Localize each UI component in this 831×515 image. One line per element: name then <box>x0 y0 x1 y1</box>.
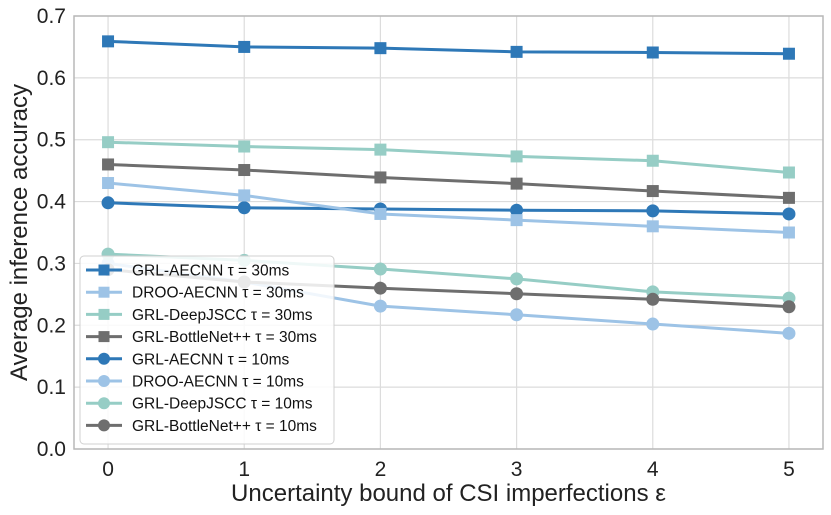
y-tick-label: 0.7 <box>37 5 66 28</box>
x-axis-label: Uncertainty bound of CSI imperfections ε <box>231 480 666 507</box>
data-point <box>102 177 115 190</box>
series-3 <box>102 158 795 204</box>
legend-item: GRL-AECNN τ = 10ms <box>86 351 290 368</box>
data-point <box>374 42 387 55</box>
legend-label: GRL-DeepJSCC τ = 10ms <box>132 396 313 413</box>
y-tick-label: 0.3 <box>37 252 66 275</box>
data-point <box>510 287 524 301</box>
legend-item: DROO-AECNN τ = 10ms <box>86 374 304 391</box>
legend-label: GRL-DeepJSCC τ = 30ms <box>132 307 313 324</box>
data-point <box>782 191 795 204</box>
plot-frame <box>73 15 824 450</box>
y-axis-ticks: 0.0 0.1 0.2 0.3 0.4 0.5 0.6 0.7 <box>37 5 67 461</box>
data-point <box>373 262 387 276</box>
data-point <box>510 308 524 322</box>
data-point <box>374 171 387 184</box>
data-point <box>646 220 659 233</box>
legend-item: GRL-DeepJSCC τ = 30ms <box>86 307 313 324</box>
legend-label: DROO-AECNN τ = 10ms <box>132 374 304 391</box>
series-4 <box>101 196 796 221</box>
series-line <box>107 162 790 200</box>
data-point <box>646 185 659 198</box>
x-tick-label: 3 <box>511 458 523 481</box>
legend-label: GRL-BottleNet++ τ = 30ms <box>132 329 317 346</box>
x-tick-label: 4 <box>647 458 659 481</box>
legend-item: GRL-BottleNet++ τ = 30ms <box>86 329 317 346</box>
data-point <box>374 207 387 220</box>
series-line <box>107 201 789 216</box>
legend-marker <box>98 331 110 343</box>
data-point <box>782 47 795 60</box>
legend-box <box>79 255 335 445</box>
data-point <box>510 272 524 286</box>
y-tick-label: 0.0 <box>37 438 66 461</box>
legend: GRL-AECNN τ = 30ms DROO-AECNN τ = 30ms GRL… <box>79 255 335 445</box>
data-point <box>510 203 524 217</box>
series-line <box>107 181 790 234</box>
data-point <box>646 204 660 218</box>
legend-label: GRL-AECNN τ = 10ms <box>132 351 290 368</box>
y-tick-label: 0.5 <box>37 129 66 152</box>
data-point <box>238 140 251 153</box>
legend-label: GRL-AECNN τ = 30ms <box>132 263 290 280</box>
data-point <box>510 214 523 227</box>
data-point <box>510 45 523 58</box>
data-point <box>238 189 251 202</box>
x-axis-ticks: 0 1 2 3 4 5 <box>102 458 795 481</box>
data-point <box>102 158 115 171</box>
legend-label: GRL-BottleNet++ τ = 10ms <box>132 418 317 435</box>
legend-marker <box>98 264 110 276</box>
legend-item: GRL-BottleNet++ τ = 10ms <box>86 418 317 435</box>
legend-label: DROO-AECNN τ = 30ms <box>132 285 304 302</box>
data-point <box>782 226 795 239</box>
data-point <box>510 150 523 163</box>
data-point <box>102 136 115 149</box>
data-point <box>510 177 523 190</box>
data-point <box>238 40 251 53</box>
y-tick-label: 0.6 <box>37 67 66 90</box>
legend-marker <box>98 375 110 387</box>
data-point <box>782 207 796 221</box>
y-tick-label: 0.4 <box>37 191 67 214</box>
data-point <box>646 317 660 331</box>
series-layer <box>101 35 796 340</box>
data-point <box>646 46 659 59</box>
legend-item: DROO-AECNN τ = 30ms <box>86 285 304 302</box>
y-tick-label: 0.2 <box>37 314 66 337</box>
legend-item: GRL-AECNN τ = 30ms <box>86 263 290 280</box>
series-1 <box>102 177 795 239</box>
data-point <box>782 326 796 340</box>
series-2 <box>102 136 795 179</box>
data-point <box>238 164 251 177</box>
legend-marker <box>98 352 110 365</box>
x-tick-label: 2 <box>375 458 387 481</box>
data-point <box>101 196 115 210</box>
data-point <box>237 201 251 215</box>
data-point <box>646 154 659 167</box>
y-tick-label: 0.1 <box>37 376 66 399</box>
x-tick-label: 5 <box>783 458 795 481</box>
data-point <box>374 143 387 156</box>
legend-marker <box>98 286 110 298</box>
legend-marker <box>98 308 110 320</box>
data-point <box>782 300 796 314</box>
legend-marker <box>98 397 110 410</box>
x-tick-label: 0 <box>102 458 114 481</box>
series-0 <box>102 35 795 60</box>
data-point <box>102 35 115 48</box>
y-axis-label: Average inference accuracy <box>6 84 33 381</box>
x-tick-label: 1 <box>238 458 250 481</box>
legend-item: GRL-DeepJSCC τ = 10ms <box>86 396 313 413</box>
data-point <box>646 292 660 306</box>
data-point <box>373 281 387 295</box>
data-point <box>373 299 387 313</box>
series-line <box>107 39 789 56</box>
legend-marker <box>98 419 110 432</box>
series-line <box>107 140 790 174</box>
data-point <box>782 166 795 179</box>
